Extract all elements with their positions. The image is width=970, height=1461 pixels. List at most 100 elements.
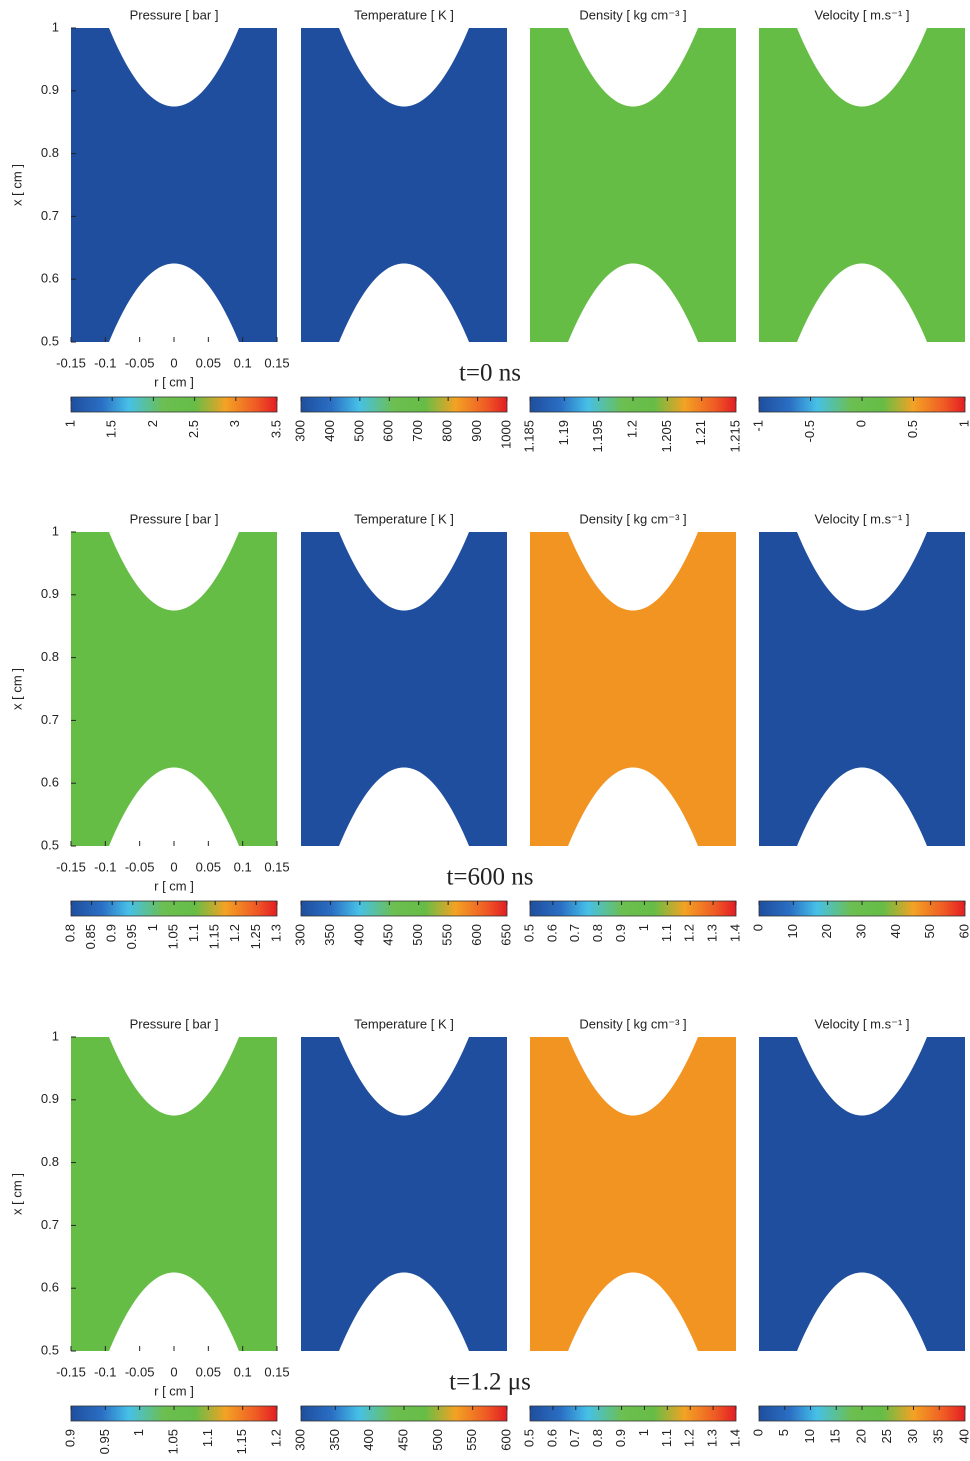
panel-title: Temperature [ K ]: [354, 1016, 454, 1031]
colorbar-tick-label: 300: [292, 924, 307, 946]
colorbar-tick-label: 350: [322, 924, 337, 946]
colorbar-tick-label: 300: [292, 420, 307, 442]
panel-title: Density [ kg cm⁻³ ]: [579, 1016, 686, 1031]
colorbar-tick-label: 35: [931, 1429, 946, 1443]
colorbar-tick-label: 60: [956, 924, 970, 938]
colorbar-tick-label: 0.5: [521, 924, 536, 942]
electrode: [530, 27, 736, 107]
panel-title: Density [ kg cm⁻³ ]: [579, 7, 686, 22]
colorbar-tick-label: 1.3: [705, 924, 720, 942]
colorbar-tick-label: 450: [395, 1429, 410, 1451]
colorbar-tick-label: 0.85: [83, 924, 98, 949]
electrode: [71, 531, 277, 611]
colorbar-tick-label: 1: [956, 420, 970, 427]
colorbar-tick-label: 20: [853, 1429, 868, 1443]
colorbar-tick-label: 15: [828, 1429, 843, 1443]
x-tick-label: 0.05: [196, 1364, 221, 1379]
electrode: [759, 767, 965, 847]
colorbar-tick-label: 500: [351, 420, 366, 442]
colorbar-tick-label: 0: [750, 924, 765, 931]
electrode: [301, 1272, 507, 1352]
colorbar-tick-label: 1: [636, 1429, 651, 1436]
colorbar-tick-label: 1000: [498, 420, 513, 449]
colorbar-tick-label: 0.95: [97, 1429, 112, 1454]
y-axis-label: x [ cm ]: [9, 1173, 24, 1215]
colorbar-tick-label: 30: [905, 1429, 920, 1443]
y-tick-label: 0.5: [41, 333, 59, 348]
colorbar-tick-label: 1.1: [200, 1429, 215, 1447]
colorbar-tick-label: 1.205: [659, 420, 674, 453]
colorbar-tick-label: 1.15: [234, 1429, 249, 1454]
electrode: [759, 531, 965, 611]
x-tick-label: 0.15: [264, 859, 289, 874]
x-tick-label: 0.05: [196, 355, 221, 370]
x-tick-label: -0.05: [125, 1364, 155, 1379]
colorbar-tick-label: 0.95: [124, 924, 139, 949]
y-tick-label: 0.5: [41, 1342, 59, 1357]
colorbar-tick-label: 0.9: [613, 924, 628, 942]
colorbar-tick-label: 0.8: [590, 924, 605, 942]
panel-title: Velocity [ m.s⁻¹ ]: [815, 511, 910, 526]
colorbar-tick-label: 0.9: [613, 1429, 628, 1447]
colorbar-tick-label: 50: [922, 924, 937, 938]
colorbar-tick-label: 300: [292, 1429, 307, 1451]
colorbar-tick-label: 1.15: [207, 924, 222, 949]
y-tick-label: 0.8: [41, 1154, 59, 1169]
x-tick-label: -0.15: [56, 1364, 86, 1379]
panel-title: Temperature [ K ]: [354, 511, 454, 526]
colorbar-tick-label: -0.5: [802, 420, 817, 442]
panel-title: Velocity [ m.s⁻¹ ]: [815, 7, 910, 22]
x-tick-label: -0.05: [125, 355, 155, 370]
electrode: [71, 27, 277, 107]
colorbar-tick-label: 600: [381, 420, 396, 442]
electrode: [759, 27, 965, 107]
colorbar-tick-label: 25: [879, 1429, 894, 1443]
colorbar-tick-label: 450: [381, 924, 396, 946]
colorbar-tick-label: 0.9: [62, 1429, 77, 1447]
colorbar-tick-label: 20: [819, 924, 834, 938]
x-tick-label: 0.1: [234, 859, 252, 874]
time-label: t=1.2 μs: [449, 1369, 531, 1396]
colorbar-tick-label: 1.19: [556, 420, 571, 445]
electrode: [530, 263, 736, 343]
x-tick-label: 0.15: [264, 355, 289, 370]
colorbar-tick-label: 0.5: [905, 420, 920, 438]
colorbar-tick-label: 0: [853, 420, 868, 427]
electrode: [530, 1272, 736, 1352]
colorbar-tick-label: 1: [636, 924, 651, 931]
colorbar-tick-label: 0.9: [104, 924, 119, 942]
y-tick-label: 0.7: [41, 1217, 59, 1232]
y-tick-label: 0.5: [41, 837, 59, 852]
colorbar-tick-label: 1.2: [682, 924, 697, 942]
colorbar-tick-label: 1.4: [727, 1429, 742, 1447]
electrode: [759, 1036, 965, 1116]
colorbar: [529, 1405, 737, 1422]
electrode: [71, 1036, 277, 1116]
y-tick-label: 1: [52, 1028, 59, 1043]
colorbar-tick-label: 1: [131, 1429, 146, 1436]
colorbar-tick-label: 600: [469, 924, 484, 946]
y-tick-label: 0.8: [41, 145, 59, 160]
colorbar-tick-label: 400: [361, 1429, 376, 1451]
colorbar-tick-label: 400: [322, 420, 337, 442]
electrode: [301, 1036, 507, 1116]
x-tick-label: -0.1: [94, 1364, 116, 1379]
colorbar-tick-label: 10: [802, 1429, 817, 1443]
colorbar: [529, 900, 737, 917]
x-tick-label: 0.1: [234, 1364, 252, 1379]
colorbar-tick-label: 1.185: [521, 420, 536, 453]
colorbar-tick-label: 1.1: [186, 924, 201, 942]
colorbar-tick-label: 1.1: [659, 924, 674, 942]
x-tick-label: 0.15: [264, 1364, 289, 1379]
colorbar-tick-label: 0.8: [62, 924, 77, 942]
y-tick-label: 0.7: [41, 712, 59, 727]
x-tick-label: 0: [170, 859, 177, 874]
colorbar-tick-label: 2.5: [186, 420, 201, 438]
panel-title: Pressure [ bar ]: [130, 7, 219, 22]
panel-title: Temperature [ K ]: [354, 7, 454, 22]
colorbar-tick-label: 0.5: [521, 1429, 536, 1447]
x-tick-label: 0: [170, 1364, 177, 1379]
colorbar-tick-label: 550: [464, 1429, 479, 1451]
colorbar: [300, 396, 508, 413]
colorbar-tick-label: 0.6: [544, 924, 559, 942]
